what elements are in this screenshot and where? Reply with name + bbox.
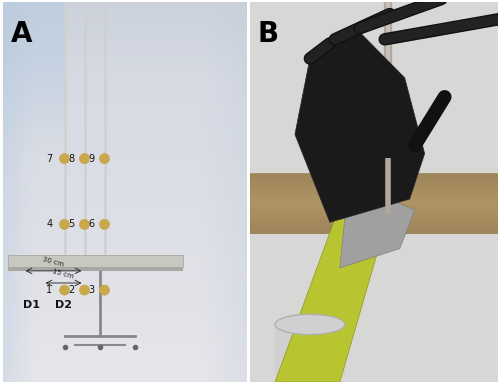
Circle shape (80, 154, 90, 164)
Circle shape (60, 219, 70, 229)
Ellipse shape (368, 151, 408, 165)
Bar (275, 324, 345, 375)
Text: D1: D1 (22, 300, 40, 310)
Circle shape (60, 285, 70, 295)
Circle shape (60, 154, 70, 164)
Text: 9: 9 (88, 154, 94, 164)
Circle shape (80, 219, 90, 229)
Text: 5: 5 (68, 219, 74, 229)
Text: 7: 7 (46, 154, 52, 164)
Text: 30 cm: 30 cm (42, 257, 65, 268)
Circle shape (100, 154, 110, 164)
Bar (8, 267, 183, 271)
Text: 15 cm: 15 cm (52, 268, 75, 280)
Polygon shape (295, 32, 424, 222)
Text: D2: D2 (54, 300, 72, 310)
Text: 1: 1 (46, 285, 52, 295)
Text: B: B (258, 20, 279, 48)
Text: 4: 4 (46, 219, 52, 229)
Bar (8, 255, 183, 267)
Ellipse shape (275, 314, 345, 334)
Circle shape (100, 285, 110, 295)
Text: 6: 6 (88, 219, 94, 229)
Polygon shape (340, 199, 414, 268)
Text: 2: 2 (68, 285, 74, 295)
Circle shape (80, 285, 90, 295)
Text: A: A (10, 20, 32, 48)
Text: 8: 8 (68, 154, 74, 164)
Polygon shape (275, 192, 390, 382)
Circle shape (100, 219, 110, 229)
Text: 3: 3 (88, 285, 94, 295)
